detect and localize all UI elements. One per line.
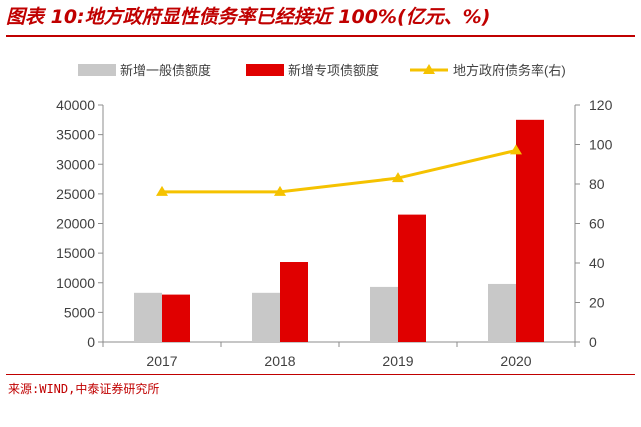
x-tick-label: 2017 <box>146 353 177 369</box>
y-tick-label-left: 25000 <box>56 186 95 202</box>
bar-general-bond <box>252 292 280 342</box>
y-tick-label-right: 40 <box>589 255 605 271</box>
legend-label-1: 新增一般债额度 <box>120 63 211 78</box>
y-tick-label-right: 120 <box>589 97 613 113</box>
y-tick-label-right: 60 <box>589 216 605 232</box>
y-tick-label-left: 0 <box>87 334 95 350</box>
y-tick-label-right: 100 <box>589 137 613 153</box>
x-tick-label: 2020 <box>500 353 531 369</box>
legend-label-3: 地方政府债务率(右) <box>453 63 566 78</box>
bar-special-bond <box>398 214 426 342</box>
x-tick-label: 2019 <box>382 353 413 369</box>
y-tick-label-left: 20000 <box>56 216 95 232</box>
y-tick-label-left: 35000 <box>56 127 95 143</box>
debt-ratio-point <box>510 144 522 155</box>
bar-general-bond <box>134 292 162 342</box>
y-tick-label-left: 5000 <box>64 304 95 320</box>
y-tick-label-left: 15000 <box>56 245 95 261</box>
legend-marker <box>423 64 435 74</box>
bar-general-bond <box>488 283 516 342</box>
debt-ratio-point <box>274 185 286 196</box>
y-tick-label-left: 30000 <box>56 156 95 172</box>
bar-special-bond <box>280 262 308 342</box>
bar-special-bond <box>162 294 190 342</box>
debt-ratio-point <box>156 185 168 196</box>
figure-title: 图表 10:地方政府显性债务率已经接近 100%(亿元、%) <box>6 6 491 28</box>
debt-ratio-line <box>162 148 517 194</box>
y-tick-label-right: 0 <box>589 334 597 350</box>
debt-ratio-point <box>392 172 404 183</box>
legend-swatch-1 <box>78 64 116 76</box>
x-tick-label: 2018 <box>264 353 295 369</box>
y-tick-label-left: 40000 <box>56 97 95 113</box>
legend-swatch-2 <box>246 64 284 76</box>
title-divider <box>6 35 635 37</box>
debt-chart: 新增一般债额度 新增专项债额度 地方政府债务率(右) 0 5000 10000 15000 2… <box>56 63 613 369</box>
y-tick-label-right: 20 <box>589 295 605 311</box>
source-note: 来源:WIND,中泰证券研究所 <box>8 382 160 396</box>
y-tick-label-right: 80 <box>589 176 605 192</box>
y-tick-label-left: 10000 <box>56 275 95 291</box>
legend-label-2: 新增专项债额度 <box>288 63 379 78</box>
bar-special-bond <box>516 119 544 342</box>
bar-general-bond <box>370 286 398 342</box>
source-divider <box>6 374 635 375</box>
